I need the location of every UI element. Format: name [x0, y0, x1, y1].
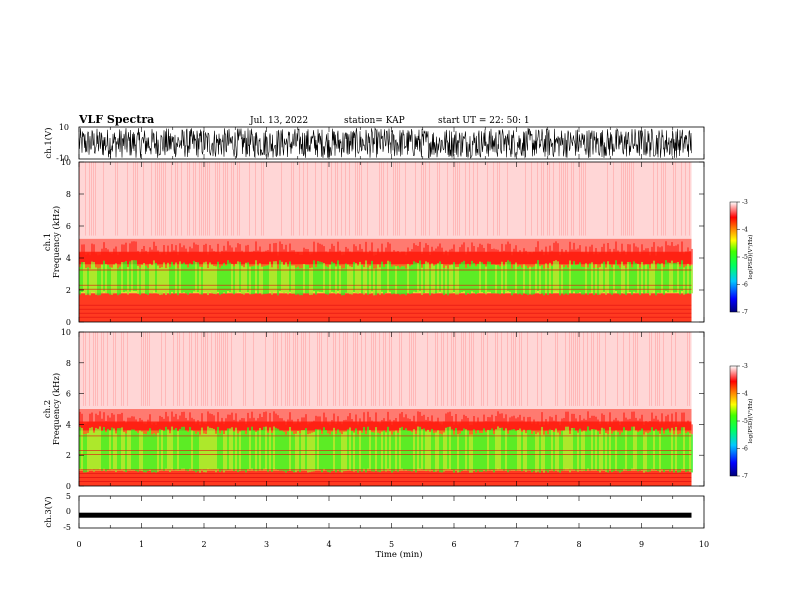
ch1-spectrogram-ytick-label: 6	[66, 222, 71, 231]
x-axis-tick-label: 5	[389, 540, 394, 549]
ch1-spectrogram-yticks: 0 2 4 6 8 10	[61, 158, 704, 327]
ch3-waveform-panel: 5 0 -5 ch.3(V)	[43, 492, 705, 532]
ch2-spectrogram-ticks	[78, 332, 705, 486]
ch1-colorbar-label: log(PSD)(V²/Hz)	[747, 235, 754, 280]
ch1-colorbar-tick-label: -4	[742, 227, 748, 234]
ch2-colorbar-tick-label: -6	[742, 446, 748, 453]
x-axis-tick-label: 9	[639, 540, 644, 549]
ch2-colorbar-tick-label: -5	[742, 418, 748, 425]
ch1-colorbar-tick-label: -7	[742, 309, 748, 316]
ch1-waveform-panel: 10 -10 ch.1(V)	[43, 123, 705, 163]
ch2-colorbar-tick-label: -4	[742, 391, 748, 398]
ch2-spectrogram-ylabel-frequency: Frequency (kHz)	[51, 373, 62, 445]
x-axis-tick-label: 8	[576, 540, 581, 549]
x-axis-tick-label: 1	[139, 540, 144, 549]
ch1-spectrogram-image	[79, 162, 693, 322]
ch1-spectrogram-ytick-label: 0	[66, 318, 71, 327]
ch2-spectrogram-ytick-label: 6	[66, 390, 71, 399]
ch1-colorbar-tick-label: -3	[742, 199, 748, 206]
ch1-waveform-trace	[78, 127, 692, 159]
ch2-spectrogram-panel: 0 2 4 6 8 10 ch.2 Frequency (kHz)	[43, 328, 705, 491]
ch2-spectrogram-yticks: 0 2 4 6 8 10	[61, 328, 704, 491]
ch1-spectrogram-ytick-label: 10	[61, 158, 71, 167]
ch2-colorbar-tick-label: -7	[742, 473, 748, 480]
x-axis-label: Time (min)	[375, 549, 422, 560]
figure-title: VLF Spectra	[78, 113, 154, 126]
ch1-ytick-bottom: -10	[56, 154, 69, 163]
ch2-colorbar: -3 -4 -5 -6 -7 log(PSD)(V²/Hz)	[729, 363, 754, 480]
ch1-colorbar-tick-label: -5	[742, 254, 748, 261]
x-axis-tick-label: 0	[76, 540, 81, 549]
x-axis-tick-label: 2	[201, 540, 206, 549]
ch1-spectrogram-ylabel-channel: ch.1	[43, 233, 53, 251]
ch2-colorbar-ticks: -3 -4 -5 -6 -7	[737, 363, 748, 480]
ch1-colorbar-tick-label: -6	[742, 282, 748, 289]
x-axis-tick-label: 3	[264, 540, 269, 549]
ch1-spectrogram-ytick-label: 8	[66, 190, 71, 199]
ch3-waveform-trace	[79, 512, 692, 518]
ch3-waveform-ylabel: ch.3(V)	[43, 496, 54, 527]
ch2-spectrogram-ytick-label: 4	[66, 420, 71, 429]
ch2-spectrogram-texture	[79, 332, 693, 473]
ch2-colorbar-tick-label: -3	[742, 363, 748, 370]
ch1-spectrogram-ytick-label: 4	[66, 254, 71, 263]
header-station: station= KAP	[344, 116, 405, 126]
ch1-colorbar: -3 -4 -5 -6 -7 log(PSD)(V²/Hz)	[729, 199, 754, 316]
ch2-spectrogram-transition-band	[79, 409, 692, 422]
ch2-spectrogram-low-band	[79, 470, 692, 486]
ch2-spectrogram-ytick-label: 8	[66, 359, 71, 368]
ch1-spectrogram-ytick-label: 2	[66, 286, 71, 295]
header-date: Jul. 13, 2022	[249, 116, 308, 126]
ch2-spectrogram-image	[79, 332, 693, 486]
ch1-waveform-ylabel: ch.1(V)	[43, 127, 54, 158]
ch3-ytick-bottom: -5	[63, 523, 71, 532]
ch2-colorbar-gradient	[729, 365, 738, 477]
ch3-ytick-middle: 0	[66, 507, 71, 516]
x-axis-tick-label: 7	[514, 540, 519, 549]
ch1-waveform-ticks	[78, 127, 705, 159]
ch1-colorbar-gradient	[729, 201, 738, 313]
x-axis-tick-label: 6	[451, 540, 456, 549]
ch1-spectrogram-low-band	[79, 293, 692, 322]
ch1-spectrogram-sparse-band	[79, 162, 692, 239]
ch3-ytick-top: 5	[66, 492, 71, 501]
header-start-time: start UT = 22: 50: 1	[438, 116, 530, 126]
ch1-spectrogram-ylabel-frequency: Frequency (kHz)	[51, 206, 62, 278]
ch2-spectrogram-ytick-label: 0	[66, 482, 71, 491]
ch1-colorbar-ticks: -3 -4 -5 -6 -7	[737, 199, 748, 316]
ch1-ytick-top: 10	[59, 123, 69, 132]
ch2-spectrogram-ytick-label: 2	[66, 451, 71, 460]
ch1-spectrogram-panel: 0 2 4 6 8 10 ch.1 Frequency (kHz)	[43, 158, 705, 327]
ch2-colorbar-label: log(PSD)(V²/Hz)	[747, 399, 754, 444]
ch2-spectrogram-ytick-label: 10	[61, 328, 71, 337]
ch2-spectrogram-ylabel-channel: ch.2	[43, 400, 53, 418]
x-axis-tick-label: 10	[699, 540, 709, 549]
ch1-spectrogram-texture	[79, 162, 693, 296]
x-axis-tick-label: 4	[326, 540, 331, 549]
ch1-spectrogram-ticks	[78, 162, 705, 322]
ch3-waveform-ticks	[78, 496, 705, 528]
x-axis-tick-labels: 0 1 2 3 4 5 6 7 8 9 10	[76, 540, 709, 549]
